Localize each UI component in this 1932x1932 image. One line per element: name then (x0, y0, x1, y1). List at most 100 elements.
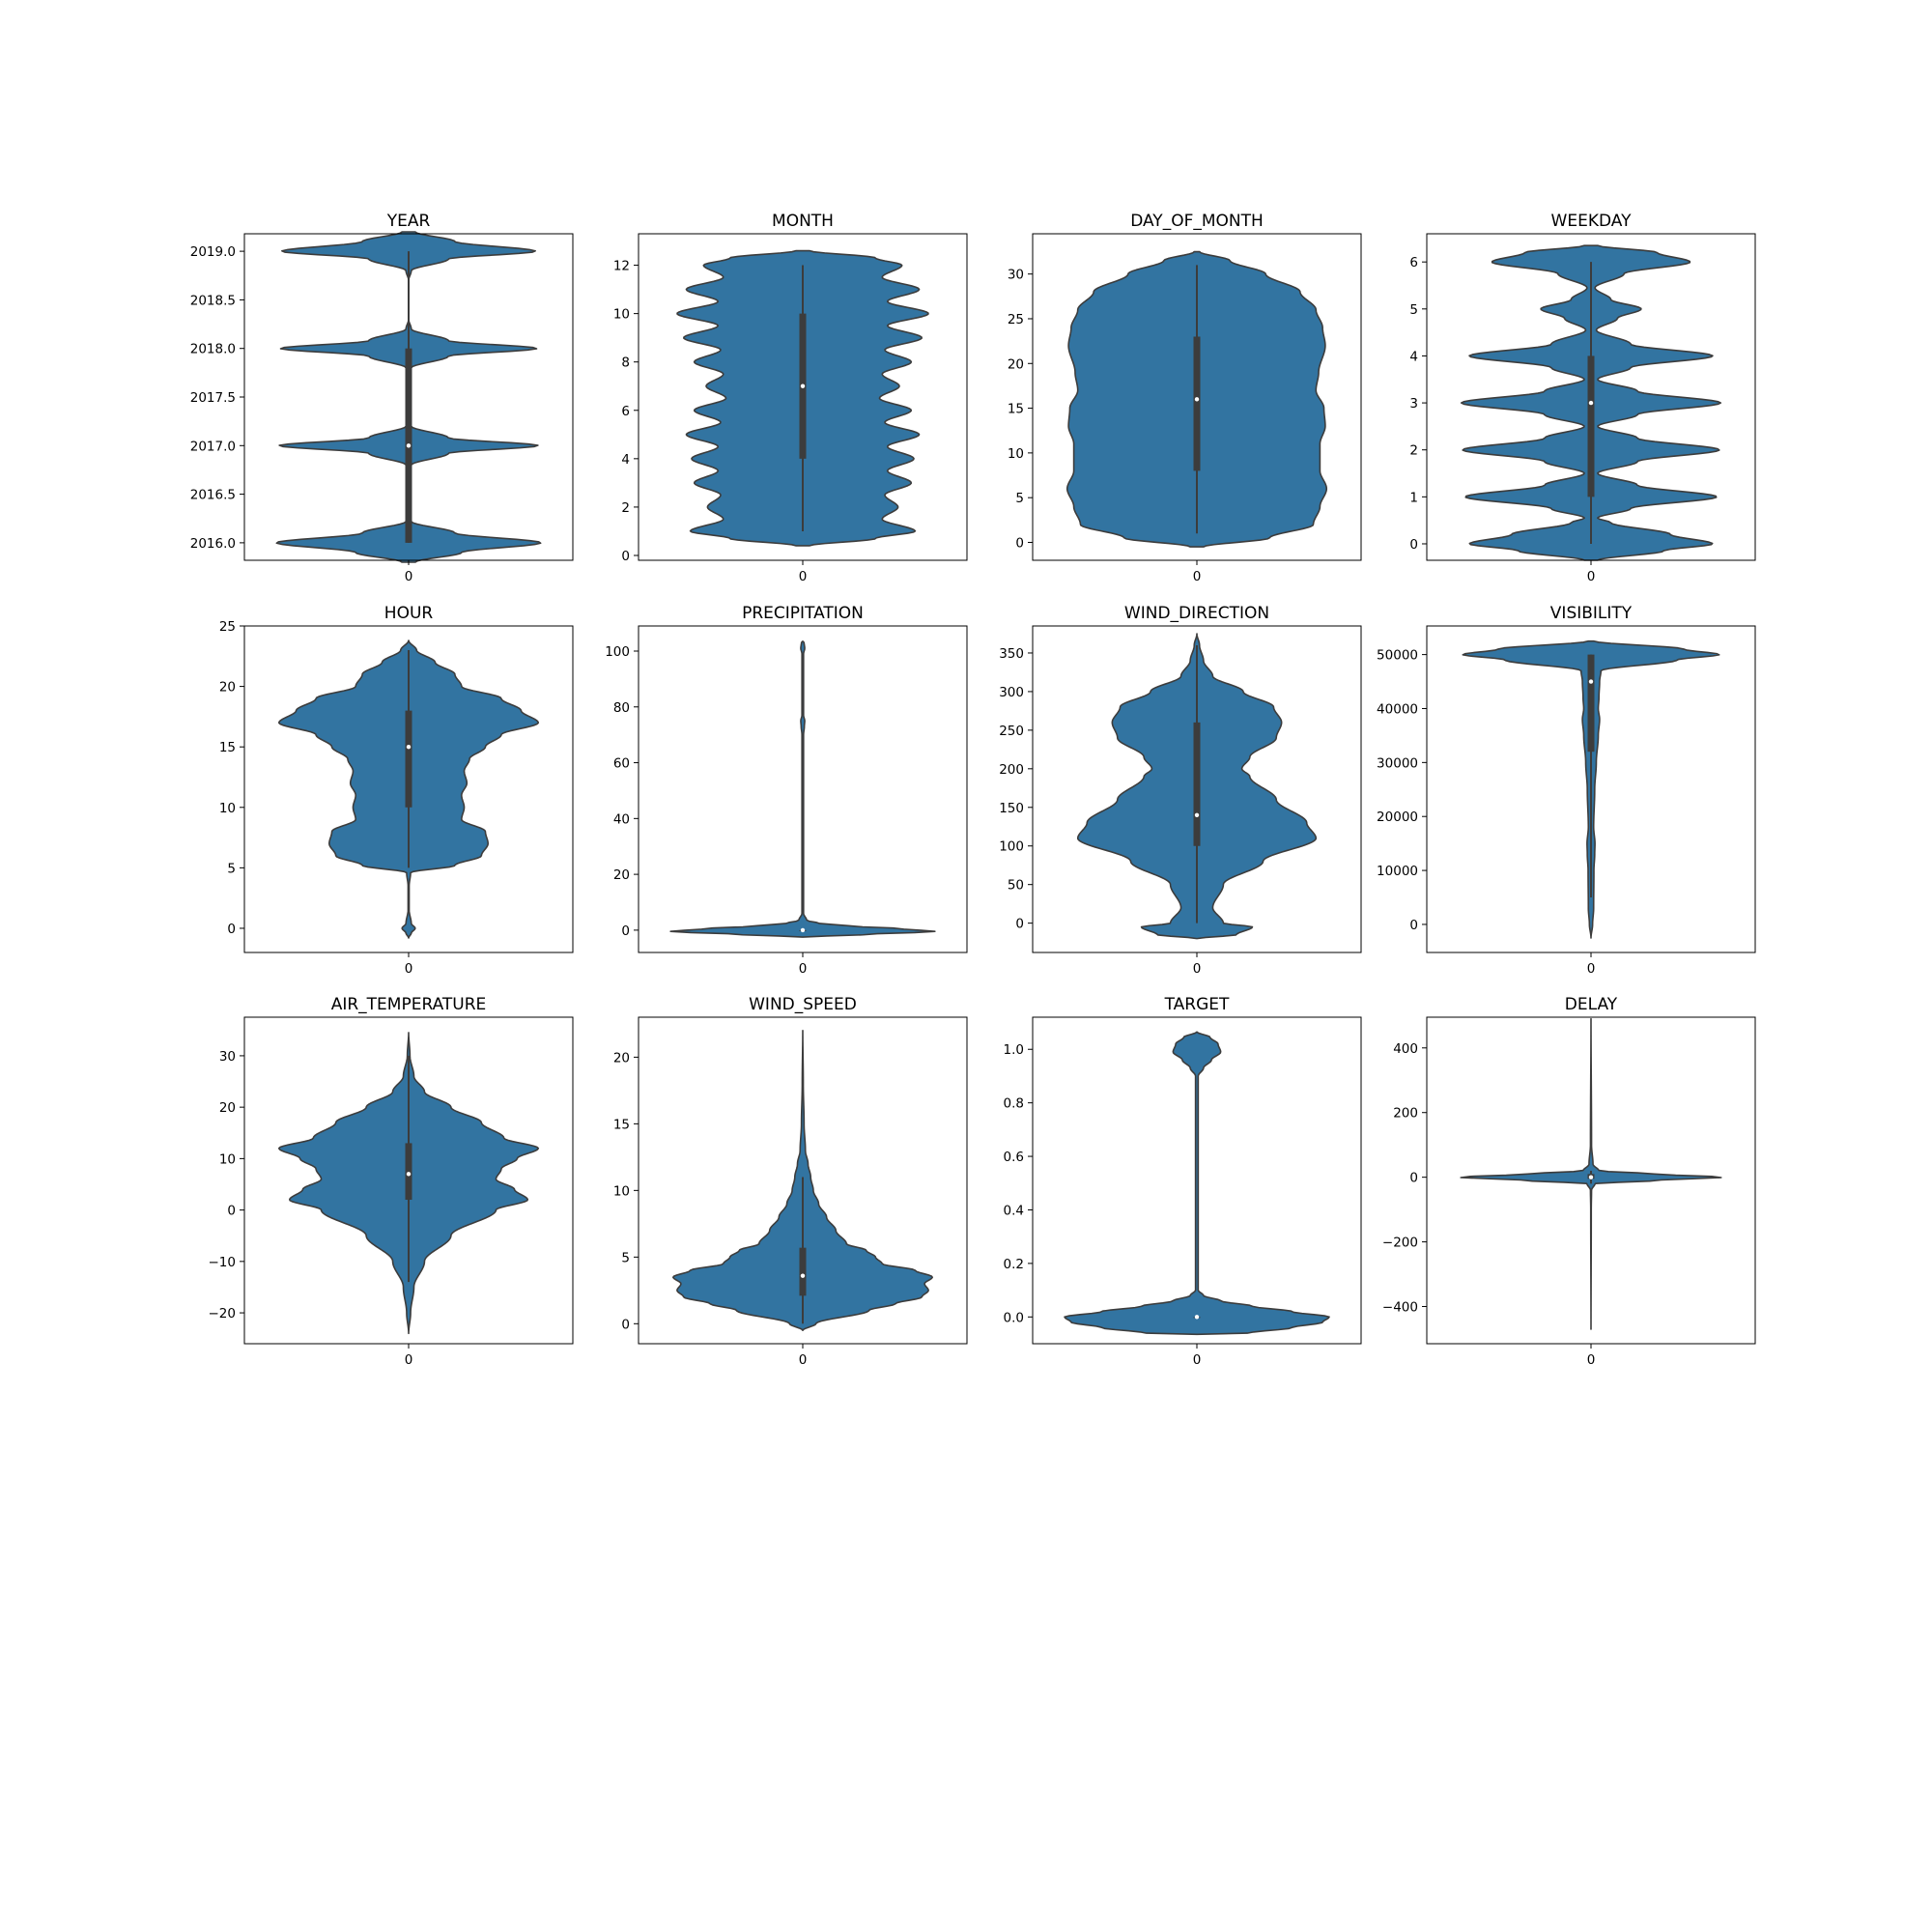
y-tick-label: 0.0 (1004, 1310, 1024, 1325)
subplot-title: TARGET (1164, 995, 1230, 1014)
subplot-title: WEEKDAY (1551, 212, 1633, 231)
iqr-box (405, 1143, 412, 1200)
subplot-wind-speed: WIND_SPEED 0 5 10 15 20 0 (613, 995, 968, 1368)
median-marker (800, 384, 806, 388)
y-tick-label: 10000 (1377, 864, 1418, 879)
subplot-month: MONTH 0 2 4 6 8 10 12 0 (613, 212, 968, 584)
y-tick-label: 6 (621, 404, 630, 419)
iqr-box (1193, 336, 1201, 471)
y-tick-label: 200 (1393, 1106, 1418, 1122)
violin-body (669, 640, 936, 938)
subplot-title: WIND_DIRECTION (1124, 604, 1269, 623)
y-tick-label: 60 (613, 756, 630, 772)
iqr-box (1587, 355, 1595, 497)
y-tick-label: 250 (999, 724, 1024, 739)
y-tick-label: −10 (209, 1255, 237, 1270)
median-marker (1588, 679, 1594, 684)
violin-body (275, 231, 542, 563)
median-marker (1194, 397, 1200, 402)
y-tick-label: −400 (1382, 1300, 1418, 1316)
y-tick-label: 0 (1409, 918, 1418, 933)
y-tick-label: 30 (219, 1049, 236, 1065)
iqr-box (799, 1247, 807, 1296)
median-marker (406, 744, 412, 750)
x-tick-label: 0 (1193, 961, 1202, 977)
subplot-title: DELAY (1565, 995, 1618, 1014)
y-tick-label: 30000 (1377, 755, 1418, 771)
median-marker (1194, 1315, 1200, 1320)
iqr-box (1193, 722, 1201, 846)
subplot-title: MONTH (772, 212, 834, 231)
subplot-year: YEAR 2016.0 2016.5 2017.0 2017.5 2018.0 2018.5… (190, 212, 574, 584)
subplot-title: HOUR (384, 604, 434, 623)
y-tick-label: 0 (227, 1204, 236, 1219)
x-tick-label: 0 (1193, 569, 1202, 584)
x-tick-label: 0 (405, 569, 413, 584)
y-tick-label: 0 (1015, 535, 1024, 551)
y-tick-label: 1 (1409, 490, 1418, 505)
y-tick-label: 0 (1409, 1171, 1418, 1186)
y-tick-label: 5 (1409, 302, 1418, 318)
subplot-title: YEAR (386, 212, 431, 231)
y-tick-label: 2016.5 (190, 488, 236, 503)
y-tick-label: 10 (613, 307, 630, 323)
subplot-title: WIND_SPEED (749, 995, 857, 1014)
y-tick-label: 0 (1409, 537, 1418, 553)
y-tick-label: 2017.0 (190, 439, 236, 454)
x-tick-label: 0 (405, 961, 413, 977)
y-tick-label: 0.2 (1004, 1257, 1024, 1272)
y-tick-label: 15 (219, 740, 236, 755)
y-tick-label: 2 (1409, 443, 1418, 459)
iqr-box (1587, 654, 1595, 753)
y-tick-label: 20000 (1377, 810, 1418, 825)
subplot-wind-direction: WIND_DIRECTION 0 50 100 150 200 250 300 350 0 (999, 604, 1362, 977)
y-tick-label: 10 (219, 1151, 236, 1167)
y-tick-label: 4 (621, 452, 630, 468)
median-marker (1588, 400, 1594, 406)
y-tick-label: 80 (613, 700, 630, 716)
y-tick-label: 3 (1409, 396, 1418, 412)
y-tick-label: 2018.0 (190, 342, 236, 357)
y-tick-label: −200 (1382, 1236, 1418, 1251)
y-tick-label: 5 (227, 861, 236, 876)
y-tick-label: 4 (1409, 349, 1418, 364)
subplot-air-temperature: AIR_TEMPERATURE −20 −10 0 10 20 30 0 (209, 995, 574, 1368)
y-tick-label: 20 (219, 680, 236, 696)
y-tick-label: 12 (613, 259, 630, 274)
y-tick-label: 25 (1008, 312, 1024, 327)
violin-body (1064, 1031, 1330, 1336)
y-tick-label: 0.8 (1004, 1096, 1024, 1112)
y-tick-label: 40000 (1377, 701, 1418, 717)
subplot-title: VISIBILITY (1550, 604, 1633, 623)
y-tick-label: 150 (999, 801, 1024, 816)
x-tick-label: 0 (799, 961, 808, 977)
subplot-title: DAY_OF_MONTH (1130, 212, 1264, 231)
median-marker (800, 1273, 806, 1278)
y-tick-label: 15 (1008, 402, 1024, 417)
x-tick-label: 0 (1587, 1352, 1596, 1368)
y-tick-label: 15 (613, 1117, 630, 1132)
y-tick-label: 10 (1008, 446, 1024, 462)
y-tick-label: −20 (209, 1306, 237, 1321)
subplot-visibility: VISIBILITY 0 10000 20000 30000 40000 50000 0 (1377, 604, 1756, 977)
y-tick-label: 2017.5 (190, 390, 236, 406)
y-tick-label: 20 (219, 1100, 236, 1116)
y-tick-label: 2016.0 (190, 536, 236, 552)
y-tick-label: 400 (1393, 1041, 1418, 1057)
y-tick-label: 6 (1409, 255, 1418, 270)
y-tick-label: 350 (999, 646, 1024, 662)
subplot-title: AIR_TEMPERATURE (331, 995, 487, 1014)
y-tick-label: 2018.5 (190, 293, 236, 308)
subplot-hour: HOUR 0 5 10 15 20 25 0 (219, 604, 574, 977)
y-tick-label: 1.0 (1004, 1042, 1024, 1058)
subplot-delay: DELAY −400 −200 0 200 400 0 (1382, 995, 1756, 1368)
y-tick-label: 100 (605, 644, 630, 660)
median-marker (406, 1172, 412, 1177)
y-tick-label: 100 (999, 839, 1024, 855)
y-tick-label: 2 (621, 500, 630, 516)
y-tick-label: 0 (621, 549, 630, 564)
subplot-weekday: WEEKDAY 0 1 2 3 4 5 6 0 (1409, 212, 1756, 584)
y-tick-label: 0 (621, 1317, 630, 1332)
y-tick-label: 20 (613, 867, 630, 883)
